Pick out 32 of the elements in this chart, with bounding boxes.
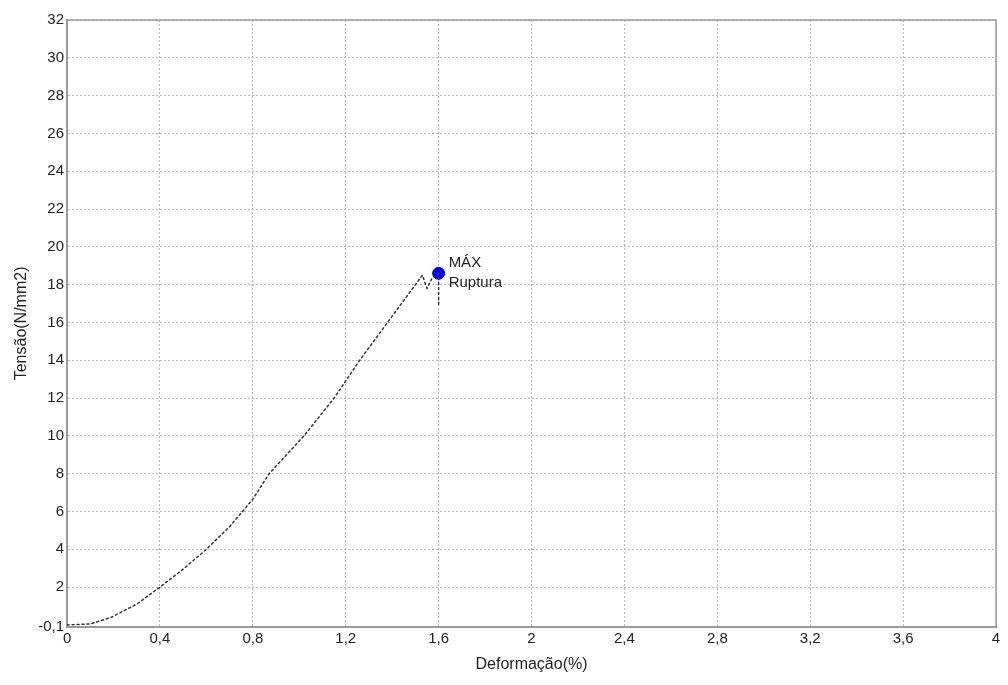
x-tick-label: 0 — [62, 628, 72, 646]
x-tick-label: 0,8 — [242, 628, 264, 646]
x-tick-label: 4 — [991, 628, 1001, 646]
x-tick-label: 3,2 — [799, 628, 821, 646]
y-tick-label: 2 — [55, 577, 65, 595]
x-tick-label: 2 — [527, 628, 536, 646]
annotation: Ruptura — [448, 273, 503, 291]
y-tick-label: 28 — [47, 85, 65, 103]
x-tick-label: 0,4 — [149, 628, 171, 646]
y-tick-label: 4 — [55, 539, 65, 557]
y-tick-label: 12 — [47, 388, 65, 406]
y-tick-label: 8 — [55, 463, 65, 481]
y-tick-label: 6 — [55, 501, 65, 519]
x-tick-label: 1,6 — [428, 628, 450, 646]
y-tick-label: 14 — [47, 350, 65, 368]
y-tick-label: 20 — [47, 236, 65, 254]
y-axis-title: Tensão(N/mm2) — [12, 266, 30, 381]
x-tick-label: 2,4 — [613, 628, 635, 646]
y-tick-label: 10 — [47, 426, 65, 444]
y-tick-label: 22 — [47, 199, 65, 217]
y-tick-label: 26 — [47, 123, 65, 141]
y-tick-label: 18 — [47, 274, 65, 292]
y-tick-label: 24 — [47, 161, 65, 179]
x-tick-label: 1,2 — [335, 628, 357, 646]
y-tick-label: -0,1 — [38, 616, 65, 634]
y-tick-label: 16 — [47, 312, 65, 330]
y-tick-label: 30 — [47, 47, 65, 65]
x-tick-label: 2,8 — [706, 628, 728, 646]
annotation: MÁX — [448, 253, 482, 271]
x-axis-title: Deformação(%) — [475, 654, 588, 672]
x-tick-label: 3,6 — [892, 628, 914, 646]
y-tick-label: 32 — [47, 10, 65, 28]
